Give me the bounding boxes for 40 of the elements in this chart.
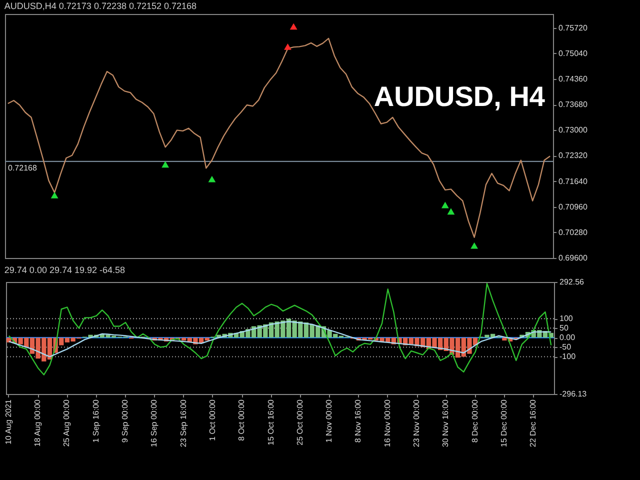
y-tick-label: 0.75720: [558, 23, 588, 32]
x-tick-label: 16 Nov 00:00: [382, 398, 392, 448]
chart-title: AUDUSD,H4 0.72173 0.72238 0.72152 0.72168: [4, 1, 197, 11]
x-tick-label: 23 Sep 16:00: [178, 398, 188, 448]
x-tick-label: 9 Sep 00:00: [120, 398, 130, 443]
y-tick-label: 0.73680: [558, 100, 588, 110]
y-tick-label: 0.00: [560, 333, 576, 342]
y-tick-label: 0.70960: [558, 202, 588, 212]
chart-title: 29.74 0.00 29.74 19.92 -64.58: [4, 265, 126, 275]
x-tick-label: 25 Aug 00:00: [62, 398, 72, 447]
x-tick-label: 15 Oct 16:00: [266, 398, 276, 446]
ref-line-label: 0.72168: [8, 163, 38, 172]
x-tick-label: 1 Sep 16:00: [91, 398, 100, 443]
y-tick-label: 0.71640: [558, 176, 588, 186]
y-tick-label: 0.74360: [558, 74, 588, 84]
x-tick-label: 18 Aug 00:00: [33, 398, 42, 447]
y-tick-label: 0.72320: [558, 151, 588, 160]
y-tick-label: 100: [560, 314, 574, 324]
x-tick-label: 25 Oct 00:00: [295, 398, 304, 446]
y-tick-label: 0.69600: [558, 254, 588, 262]
y-tick-label: 50: [560, 324, 569, 333]
y-tick-label: 0.75040: [558, 48, 588, 58]
x-tick-label: 8 Oct 00:00: [237, 398, 246, 441]
x-tick-label: 10 Aug 2021: [4, 398, 13, 444]
y-tick-label: -100: [560, 352, 576, 362]
y-tick-label: 0.73000: [558, 126, 588, 135]
x-tick-label: 23 Nov 00:00: [412, 398, 421, 448]
y-tick-label: -50: [560, 342, 572, 352]
x-tick-label: 22 Dec 16:00: [528, 398, 538, 448]
annotation: AUDUSD, H4: [374, 81, 546, 112]
x-tick-label: 8 Nov 16:00: [354, 398, 363, 443]
x-tick-label: 15 Dec 00:00: [499, 398, 508, 448]
y-tick-label: 292.56: [560, 278, 585, 286]
x-tick-label: 1 Oct 00:00: [208, 398, 217, 441]
x-tick-label: 1 Nov 00:00: [324, 398, 334, 443]
y-tick-label: -296.13: [560, 390, 588, 398]
y-tick-label: 0.70280: [558, 228, 588, 237]
x-tick-label: 8 Dec 00:00: [470, 398, 480, 443]
x-tick-label: 30 Nov 16:00: [441, 398, 450, 448]
x-tick-label: 16 Sep 00:00: [150, 398, 159, 448]
